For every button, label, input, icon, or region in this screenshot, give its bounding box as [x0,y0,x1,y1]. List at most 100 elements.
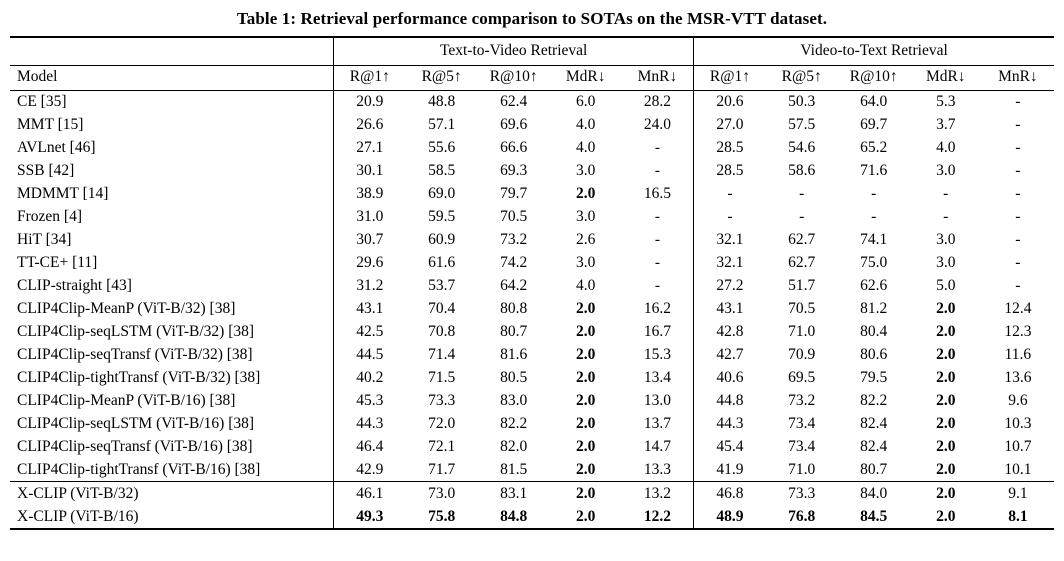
metric-value-cell: 71.6 [860,162,888,180]
column-header-metric: R@1↑ [693,65,766,91]
metric-value-cell: 54.6 [788,139,816,157]
metric-value-cell: 58.6 [788,162,816,180]
metric-value-cell: 69.5 [788,368,816,386]
metric-value-cell: 73.2 [788,391,816,409]
metric-value-cell: 20.6 [693,90,766,114]
metric-value-cell: 82.2 [500,414,528,432]
column-header-metric: R@10↑ [477,65,550,91]
model-name-cell: AVLnet [46] [17,139,96,157]
metric-value-cell: 16.7 [643,322,671,340]
metric-value-cell: 2.0 [575,299,596,317]
model-name-cell: CLIP4Clip-seqTransf (ViT-B/32) [38] [17,345,253,363]
metric-value-cell: 2.0 [936,368,956,386]
metric-value-cell: 13.6 [1004,368,1032,386]
metric-value-cell: 42.9 [333,458,406,482]
metric-value-cell: 81.5 [500,460,528,478]
metric-value-cell: 2.0 [936,322,956,340]
metric-value-cell: 62.7 [788,231,816,248]
metric-value-cell: 71.5 [428,368,456,386]
metric-value-cell: 74.2 [500,253,528,271]
metric-value-cell: 50.3 [788,93,816,111]
metric-value-cell: 46.1 [333,481,406,506]
metric-value-cell: 45.4 [693,435,766,459]
table-row: CLIP4Clip-MeanP (ViT-B/32) [38] 43.1 70.4 8… [10,297,1054,321]
metric-value-cell: 82.4 [860,437,888,455]
metric-value-cell: 73.3 [428,391,456,409]
metric-value-cell: 13.2 [621,481,694,506]
metric-value-cell: 2.0 [909,481,982,506]
metric-value-cell: - [693,182,766,206]
metric-value-cell: 69.6 [500,116,528,134]
metric-value-cell: 28.2 [643,93,671,111]
metric-value-cell: 69.0 [428,185,456,203]
metric-value-cell: 6.0 [575,93,596,111]
metric-value-cell: 62.4 [500,93,528,111]
metric-value-cell: 3.0 [936,253,956,271]
metric-value-cell: - [654,162,661,180]
metric-value-cell: 16.2 [643,299,671,317]
metric-value-cell: 2.0 [575,507,596,525]
metric-value-cell: 75.8 [428,507,456,525]
table-header: Text-to-Video Retrieval Video-to-Text Ret… [10,37,1054,91]
metric-value-cell: 49.3 [333,505,406,530]
metric-value-cell: 10.1 [1004,460,1032,478]
metric-value-cell: 66.6 [500,139,528,157]
metric-value-cell: 44.3 [693,412,766,436]
model-name-cell: X-CLIP (ViT-B/32) [10,481,334,506]
column-header-metric: R@5↑ [405,65,478,91]
column-header-metric: MdR↓ [549,65,622,91]
metric-value-cell: - [654,276,661,294]
metric-value-cell: - [799,185,805,203]
metric-value-cell: 11.6 [1004,345,1032,363]
metric-value-cell: 51.7 [788,276,816,294]
table-body: CE [35] 20.9 48.8 62.4 6.0 28.2 20.6 50.3 64.0 5.… [10,90,1054,530]
metric-value-cell: 80.8 [500,299,528,317]
metric-value-cell: - [799,208,805,226]
metric-value-cell: 61.6 [428,253,456,271]
metric-value-cell: 44.5 [333,343,406,367]
metric-value-cell: 2.0 [575,368,596,386]
metric-value-cell: 4.0 [575,116,596,134]
table-row: CLIP-straight [43] 31.2 53.7 64.2 4.0 - 27.2 51… [10,274,1054,298]
metric-value-cell: 64.2 [500,276,528,294]
table-row: X-CLIP (ViT-B/16) 49.3 75.8 84.8 2.0 12.2 48.9… [10,505,1054,530]
metric-value-cell: 29.6 [333,251,406,275]
table-row: CLIP4Clip-seqTransf (ViT-B/16) [38] 46.4 7… [10,435,1054,459]
table-row: SSB [42] 30.1 58.5 69.3 3.0 - 28.5 58.6 71.6 3.0 - [10,159,1054,183]
metric-value-cell: 70.4 [428,299,456,317]
metric-value-cell: - [654,208,661,226]
metric-value-cell: 80.6 [860,345,888,363]
metric-value-cell: 72.1 [428,437,456,455]
metric-value-cell: 42.5 [333,320,406,344]
metric-value-cell: 13.7 [643,414,671,432]
table-row: MMT [15] 26.6 57.1 69.6 4.0 24.0 27.0 57.5 69.7 3… [10,113,1054,137]
table-row: CLIP4Clip-seqLSTM (ViT-B/32) [38] 42.5 70.… [10,320,1054,344]
metric-value-cell: 59.5 [428,208,456,226]
metric-value-cell: 40.2 [333,366,406,390]
table-row: CLIP4Clip-seqLSTM (ViT-B/16) [38] 44.3 72.… [10,412,1054,436]
metric-value-cell: 28.5 [693,136,766,160]
metric-value-cell: 73.3 [765,481,838,506]
metric-value-cell: 80.4 [860,322,888,340]
metric-value-cell: 2.0 [575,345,596,363]
column-header-metric: R@5↑ [765,65,838,91]
table-row: CE [35] 20.9 48.8 62.4 6.0 28.2 20.6 50.3 64.0 5.… [10,90,1054,114]
table-row: X-CLIP (ViT-B/32) 46.1 73.0 83.1 2.0 13.2 46.8… [10,481,1054,506]
metric-value-cell: - [871,185,877,203]
metric-value-cell: 2.0 [575,185,596,203]
metric-value-cell: 40.6 [693,366,766,390]
metric-value-cell: 46.8 [693,481,766,506]
model-name-cell: CE [35] [17,93,67,111]
group-header: Video-to-Text Retrieval [693,37,1054,66]
metric-value-cell: 27.0 [693,113,766,137]
metric-value-cell: - [1015,162,1021,180]
metric-value-cell: 2.0 [575,414,596,432]
table-caption: Table 1: Retrieval performance compariso… [236,9,828,28]
metric-value-cell: 12.4 [1004,299,1032,317]
metric-value-cell: 42.7 [693,343,766,367]
metric-value-cell: 2.6 [575,231,596,248]
metric-value-cell: 20.9 [333,90,406,114]
table-row: CLIP4Clip-MeanP (ViT-B/16) [38] 45.3 73.3 8… [10,389,1054,413]
group-header: Text-to-Video Retrieval [333,37,694,66]
